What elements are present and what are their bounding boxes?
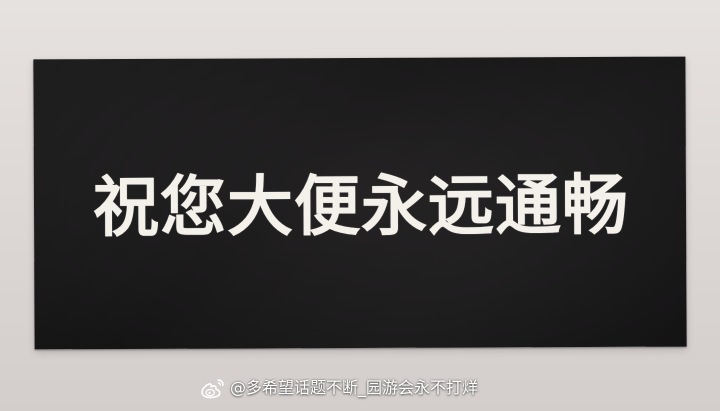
black-sign: 祝您大便永远通畅 xyxy=(33,56,687,350)
watermark: @多希望话题不断_园游会永不打烊 xyxy=(200,374,478,402)
watermark-text: @多希望话题不断_园游会永不打烊 xyxy=(230,378,479,397)
sign-text: 祝您大便永远通畅 xyxy=(92,165,630,247)
weibo-icon xyxy=(201,379,224,399)
